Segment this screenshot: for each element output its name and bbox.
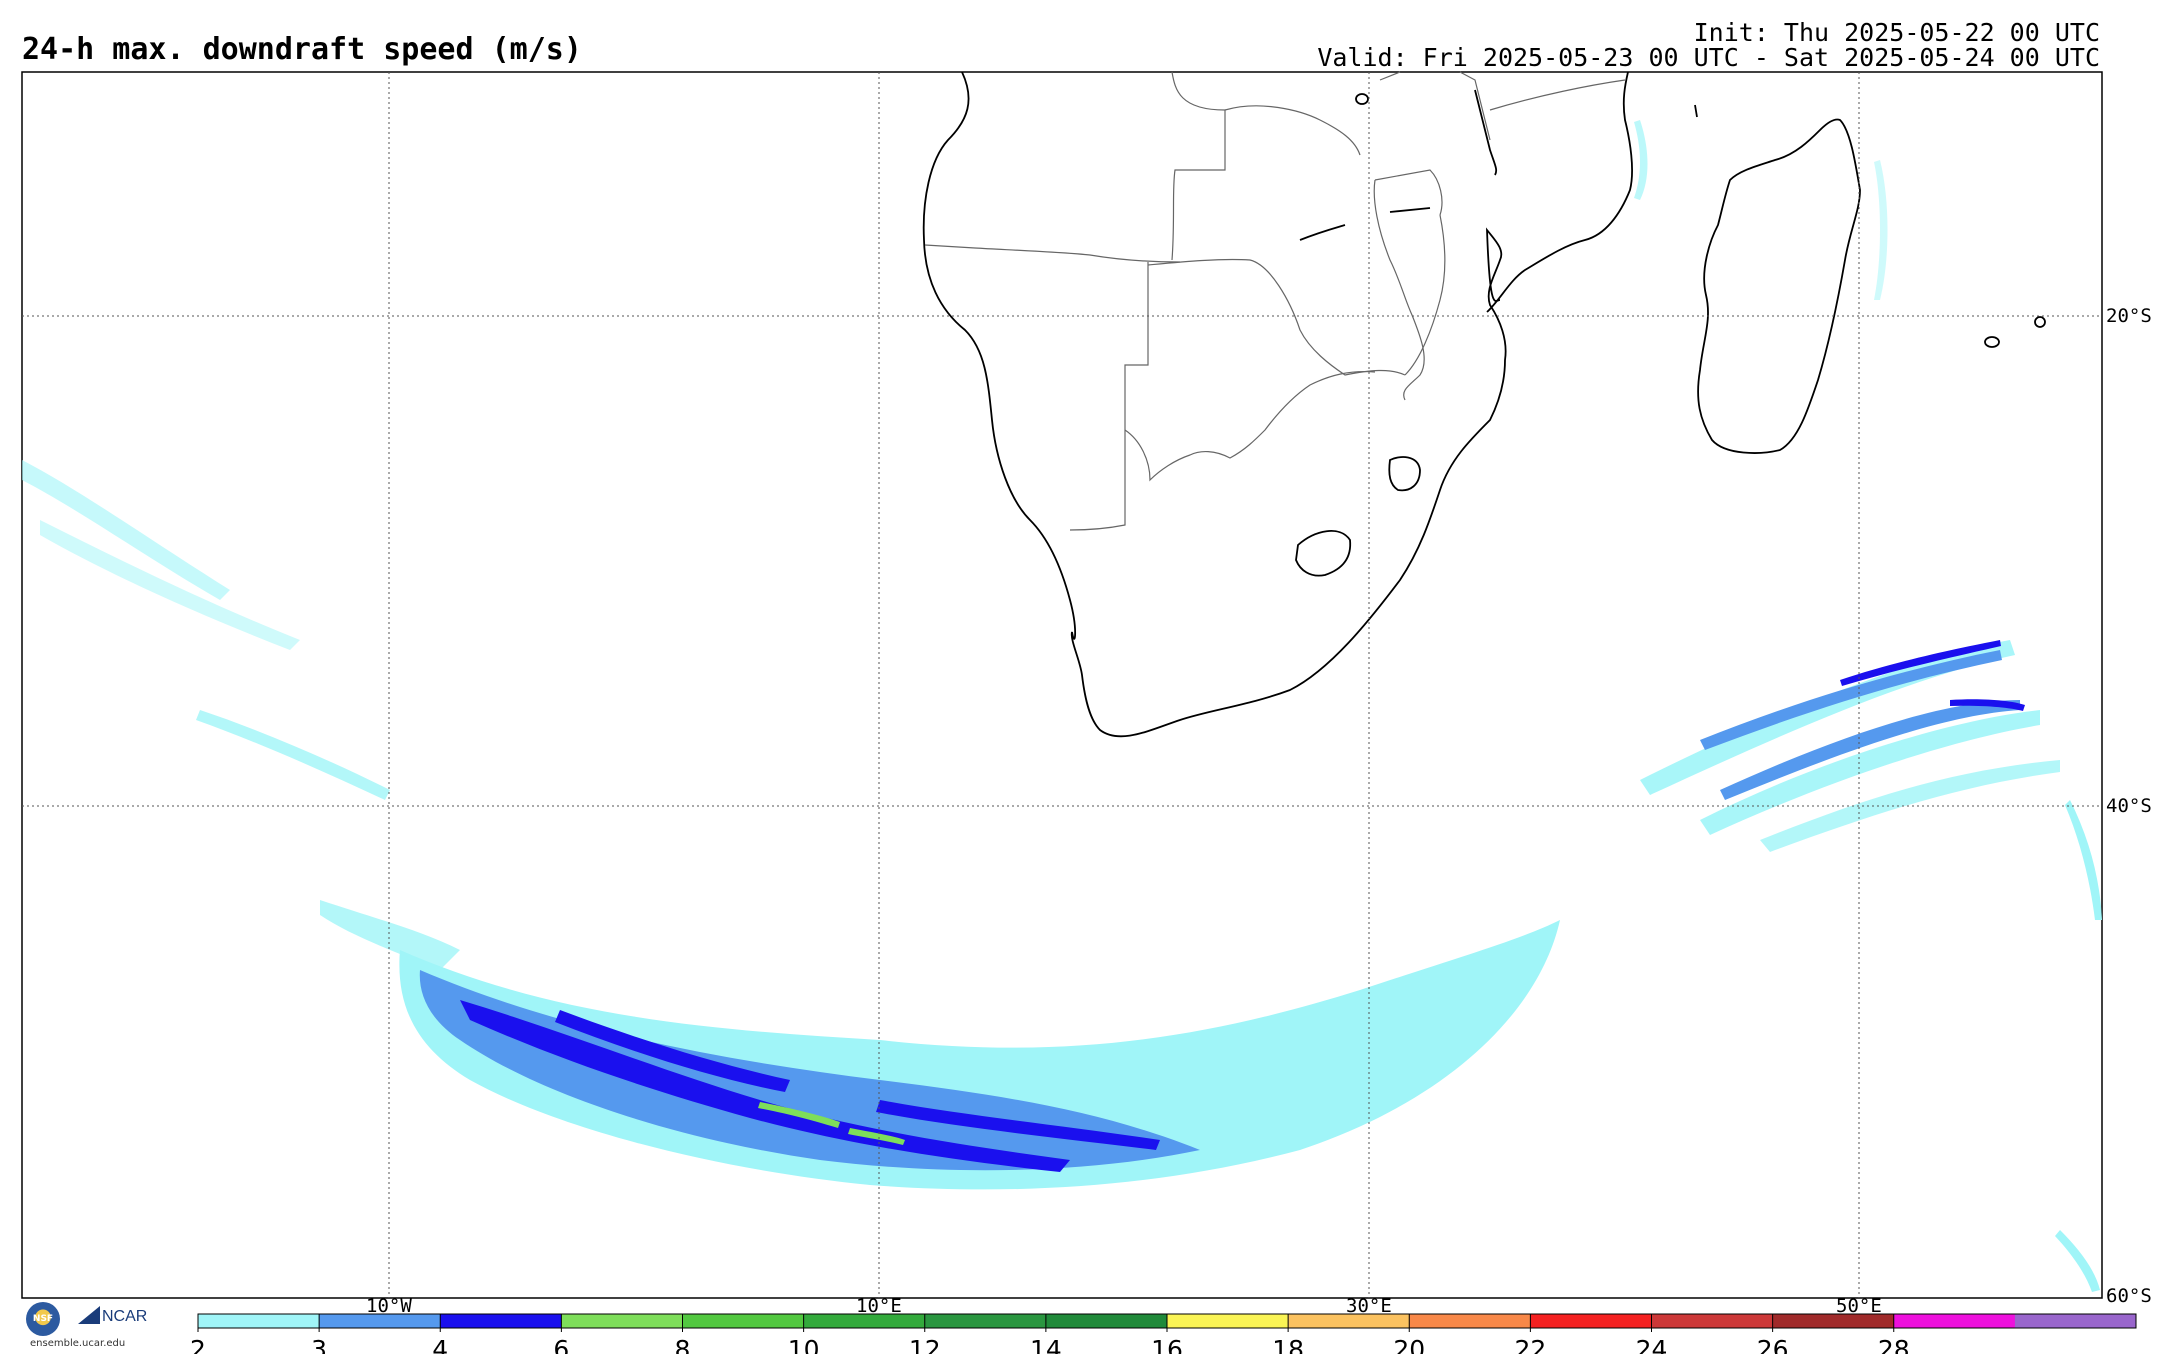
colorbar-tick-label: 24 (1636, 1335, 1668, 1354)
colorbar-swatch (924, 1314, 1047, 1328)
colorbar-tick-label: 26 (1757, 1335, 1789, 1354)
ncar-logo-icon (78, 1306, 100, 1324)
colorbar-swatch (1651, 1314, 1774, 1328)
coastlines (922, 71, 2046, 738)
lat-label-40s: 40°S (2106, 795, 2152, 817)
colorbar-tick-label: 16 (1151, 1335, 1183, 1354)
colorbar-tick-label: 14 (1030, 1335, 1062, 1354)
lat-labels: 20°S 40°S 60°S (2106, 305, 2152, 1307)
ncar-logo: NCAR (102, 1308, 148, 1325)
colorbar-swatch (1045, 1314, 1168, 1328)
valid-time: Valid: Fri 2025-05-23 00 UTC - Sat 2025-… (1317, 43, 2100, 72)
colorbar-tick-label: 8 (675, 1335, 691, 1354)
lat-label-60s: 60°S (2106, 1285, 2152, 1307)
colorbar-swatch (198, 1314, 320, 1328)
colorbar-tick-label: 3 (311, 1335, 327, 1354)
colorbar-tick-label: 28 (1878, 1335, 1910, 1354)
lat-label-20s: 20°S (2106, 305, 2152, 327)
colorbar-tick-label: 18 (1272, 1335, 1304, 1354)
graticule (22, 72, 2102, 1298)
colorbar-swatch (1409, 1314, 1531, 1328)
lon-labels: 10°W 10°E 30°E 50°E (366, 1295, 1882, 1317)
colorbar-swatch (1772, 1314, 1895, 1328)
colorbar-swatch (803, 1314, 926, 1328)
colorbar-tick-label: 12 (909, 1335, 941, 1354)
nsf-logo: NSF (26, 1302, 60, 1336)
downdraft-shading-4-6 (460, 640, 2025, 1172)
country-borders (924, 71, 1626, 531)
lon-label-10e: 10°E (856, 1295, 902, 1317)
colorbar-tick-label: 10 (788, 1335, 820, 1354)
colorbar-tick-label: 6 (553, 1335, 569, 1354)
colorbar-tick-label: 4 (432, 1335, 448, 1354)
colorbar-tick-label: 2 (190, 1335, 206, 1354)
logo-url: ensemble.ucar.edu (30, 1338, 126, 1349)
colorbar-swatch (1288, 1314, 1410, 1328)
colorbar-tick-label: 22 (1514, 1335, 1546, 1354)
downdraft-shading-6-8 (758, 1102, 905, 1145)
init-time: Init: Thu 2025-05-22 00 UTC (1693, 18, 2100, 47)
colorbar-swatch (1530, 1314, 1652, 1328)
map-title: 24-h max. downdraft speed (m/s) (22, 32, 582, 67)
colorbar: 2 3 4 6 8 10 12 14 16 18 20 22 24 26 28 (190, 1313, 2137, 1354)
colorbar-swatch (561, 1314, 683, 1328)
colorbar-swatch (1893, 1314, 2016, 1328)
colorbar-tick-label: 20 (1393, 1335, 1425, 1354)
colorbar-swatch (2014, 1314, 2137, 1328)
lon-label-30e: 30°E (1346, 1295, 1392, 1317)
lon-label-10w: 10°W (366, 1295, 412, 1317)
colorbar-swatch (1167, 1314, 1289, 1328)
colorbar-swatch (319, 1314, 441, 1328)
lon-label-50e: 50°E (1836, 1295, 1882, 1317)
colorbar-swatch (682, 1314, 805, 1328)
colorbar-swatch (440, 1314, 562, 1328)
